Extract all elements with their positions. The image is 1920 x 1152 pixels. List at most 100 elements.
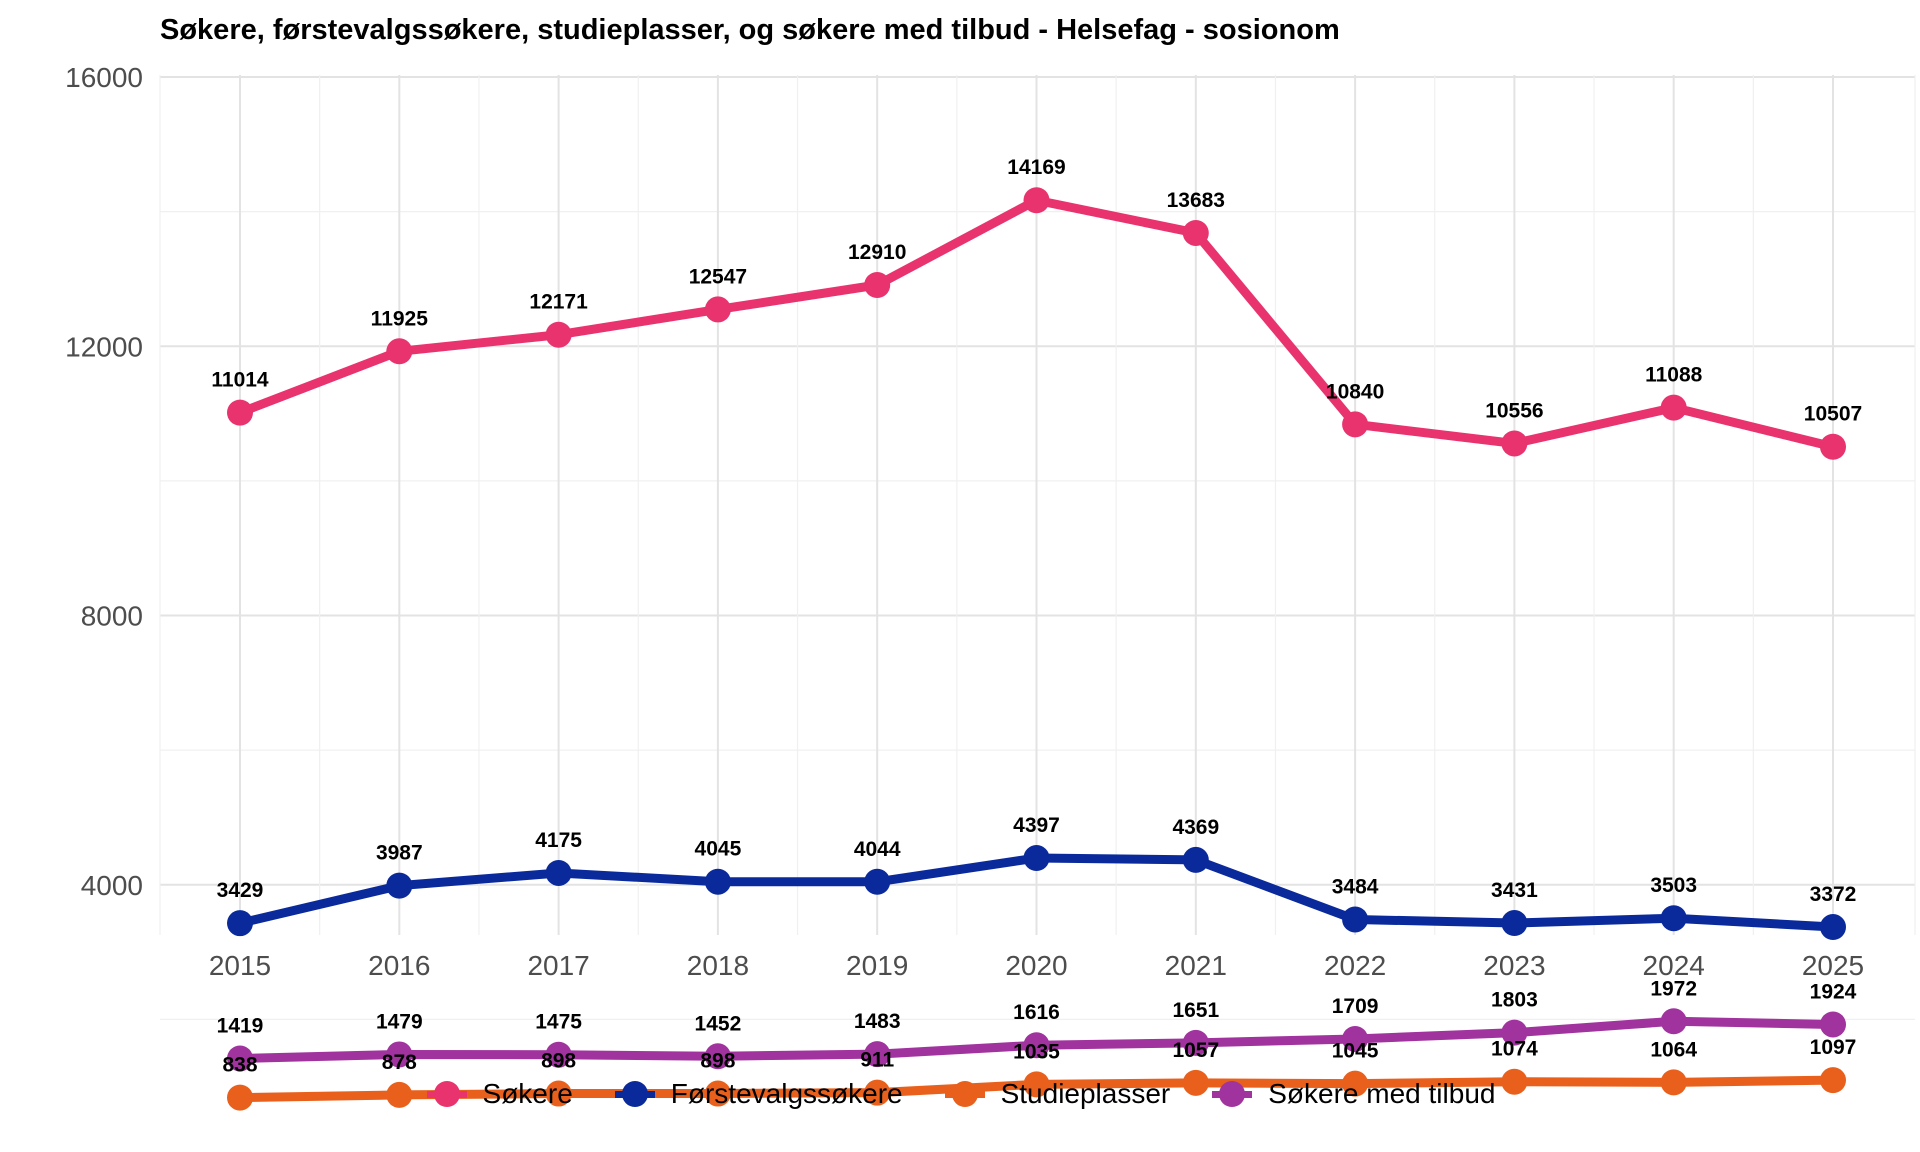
data-label: 1483 [854,1010,901,1033]
series-layer [227,187,1846,1111]
legend-item: Førstevalgssøkere [613,1078,903,1110]
legend-label: Førstevalgssøkere [670,1078,903,1109]
data-label: 10840 [1326,380,1384,403]
x-tick-label: 2015 [209,950,271,981]
data-label: 1479 [376,1010,423,1033]
data-point [1023,845,1050,872]
data-point [545,859,572,886]
data-label: 10556 [1485,399,1543,422]
data-point [864,271,891,298]
series-f-rstevalgss-kere [227,845,1846,941]
data-point [1182,1069,1209,1096]
data-point [545,1041,572,1068]
data-label: 838 [222,1054,257,1077]
data-label: 12547 [689,265,747,288]
data-label: 878 [382,1051,417,1074]
legend-key-dot [433,1081,460,1107]
x-tick-label: 2021 [1165,950,1227,981]
data-label: 1616 [1013,1001,1060,1024]
data-point [386,338,413,365]
series-s-kere [227,187,1846,460]
data-label: 1074 [1491,1038,1538,1061]
data-point [1342,1025,1369,1052]
x-tick-label: 2019 [846,950,908,981]
data-point [1660,394,1687,421]
data-labels: 11014 11925 12171 12547 12910 14169 13683 10840… [211,156,1862,1076]
data-label: 1419 [217,1014,264,1037]
data-label: 4175 [535,829,582,852]
legend-key-dot [951,1081,978,1107]
data-point [1660,1069,1687,1096]
legend-key-dot [1219,1081,1246,1107]
data-label: 11014 [211,369,269,392]
data-label: 1045 [1332,1040,1379,1063]
legend-item: Søkere [425,1078,573,1110]
data-label: 1475 [535,1011,582,1034]
legend-label: Studieplasser [1000,1078,1171,1109]
y-tick-label: 4000 [81,870,143,901]
data-point [545,1080,572,1107]
x-tick-label: 2016 [368,950,430,981]
data-label: 1035 [1013,1040,1060,1063]
legend-key [425,1079,469,1109]
data-point [704,1043,731,1070]
legend-key [613,1079,657,1109]
legend-item: Studieplasser [943,1078,1171,1110]
x-tick-label: 2023 [1483,950,1545,981]
data-label: 12910 [848,241,906,264]
data-point [1182,219,1209,246]
x-tick-label: 2024 [1643,950,1705,981]
x-tick-label: 2017 [527,950,589,981]
series-studieplasser [227,1067,1846,1111]
data-point [864,868,891,895]
data-label: 1452 [695,1012,742,1035]
data-point [1501,910,1528,937]
data-point [1182,846,1209,873]
data-label: 3484 [1332,875,1379,898]
data-label: 1972 [1650,977,1697,1000]
data-label: 14169 [1007,156,1065,179]
data-point [386,1041,413,1068]
data-label: 4369 [1172,816,1219,839]
data-label: 898 [541,1050,576,1073]
data-label: 3503 [1650,874,1697,897]
data-point [386,1081,413,1108]
data-label: 12171 [529,291,588,314]
data-point [227,399,253,426]
data-label: 3987 [376,842,423,865]
data-point [1342,1070,1369,1097]
data-point [227,1084,253,1111]
data-label: 1064 [1650,1038,1697,1061]
data-label: 1803 [1491,989,1538,1012]
data-label: 3372 [1810,883,1857,906]
legend-key [1210,1079,1254,1109]
data-point [386,872,413,899]
data-point [1660,1008,1687,1035]
y-tick-label: 16000 [65,62,143,93]
legend-key-dot [621,1081,648,1107]
data-point [1660,905,1687,932]
axis-tick-labels: 4000 8000 12000 16000 2015 2016 2017 2018 2019 20… [65,62,1864,981]
chart-title: Søkere, førstevalgssøkere, studieplasser… [160,14,1340,46]
x-tick-label: 2020 [1005,950,1067,981]
data-label: 3431 [1491,879,1538,902]
data-label: 1651 [1172,999,1219,1022]
data-point [1023,187,1050,214]
data-label: 898 [700,1050,735,1073]
data-point [1820,1011,1846,1038]
legend-item: Søkere med tilbud [1210,1078,1495,1110]
data-label: 4397 [1013,814,1060,837]
data-point [864,1041,891,1068]
data-point [1820,433,1846,460]
data-point [864,1079,891,1106]
data-label: 13683 [1167,189,1225,212]
legend: Søkere Førstevalgssøkere Studieplasser Søke… [0,1078,1920,1110]
gridlines [159,75,1916,1020]
data-label: 4044 [854,838,901,861]
data-label: 911 [860,1049,894,1072]
data-label: 1924 [1810,980,1857,1003]
data-point [704,868,731,895]
data-point [1501,1019,1528,1046]
legend-key [943,1079,987,1109]
